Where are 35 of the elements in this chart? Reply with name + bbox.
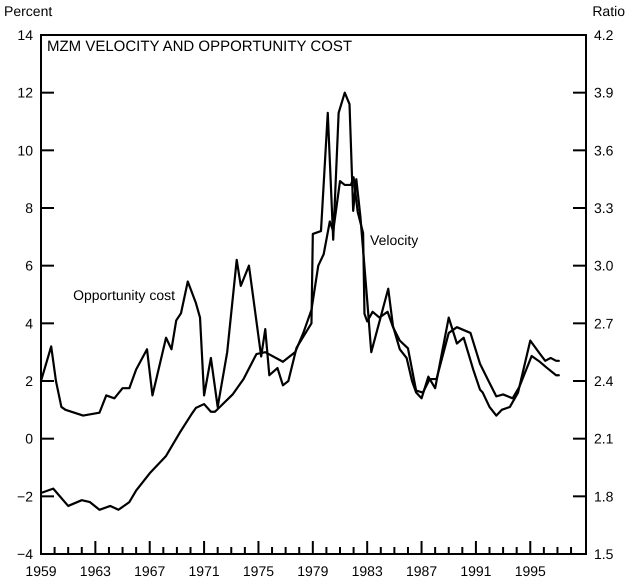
y2-tick-label: 3.9: [594, 84, 614, 101]
x-tick-label: 1975: [242, 563, 274, 579]
x-tick-label: 1967: [134, 563, 166, 579]
x-tick-label: 1987: [406, 563, 438, 579]
x-tick-label: 1995: [514, 563, 546, 579]
series-label: Velocity: [370, 232, 418, 248]
y2-tick-label: 1.5: [594, 546, 614, 562]
y2-axis-title: Ratio: [592, 3, 626, 19]
y2-tick-label: 3.0: [594, 258, 614, 274]
y2-tick-label: 2.1: [594, 430, 614, 447]
x-tick-label: 1963: [80, 563, 112, 579]
y2-tick-label: 2.4: [594, 373, 614, 389]
series-label: Opportunity cost: [73, 287, 176, 303]
y-tick-label: −4: [17, 546, 34, 562]
chart-title: MZM VELOCITY AND OPPORTUNITY COST: [47, 38, 352, 55]
y-tick-label: −2: [17, 488, 34, 504]
y-tick-label: 14: [17, 27, 34, 43]
y-tick-label: 0: [25, 430, 34, 447]
y2-tick-label: 3.6: [594, 142, 614, 158]
y-tick-label: 4: [25, 315, 34, 332]
x-tick-label: 1959: [25, 563, 57, 579]
y-tick-label: 12: [17, 84, 34, 101]
x-tick-label: 1991: [460, 563, 492, 579]
y-axis-title: Percent: [4, 3, 52, 19]
x-tick-label: 1979: [297, 563, 329, 579]
y2-tick-label: 3.3: [594, 200, 614, 216]
y2-tick-label: 2.7: [594, 315, 614, 332]
y-tick-label: 2: [25, 373, 34, 389]
y-tick-label: 10: [17, 142, 34, 158]
x-tick-label: 1971: [188, 563, 220, 579]
x-tick-label: 1983: [352, 563, 383, 579]
y2-tick-label: 4.2: [594, 27, 614, 43]
y-tick-label: 6: [25, 258, 34, 274]
y2-tick-label: 1.8: [594, 488, 614, 504]
y-tick-label: 8: [25, 200, 34, 216]
